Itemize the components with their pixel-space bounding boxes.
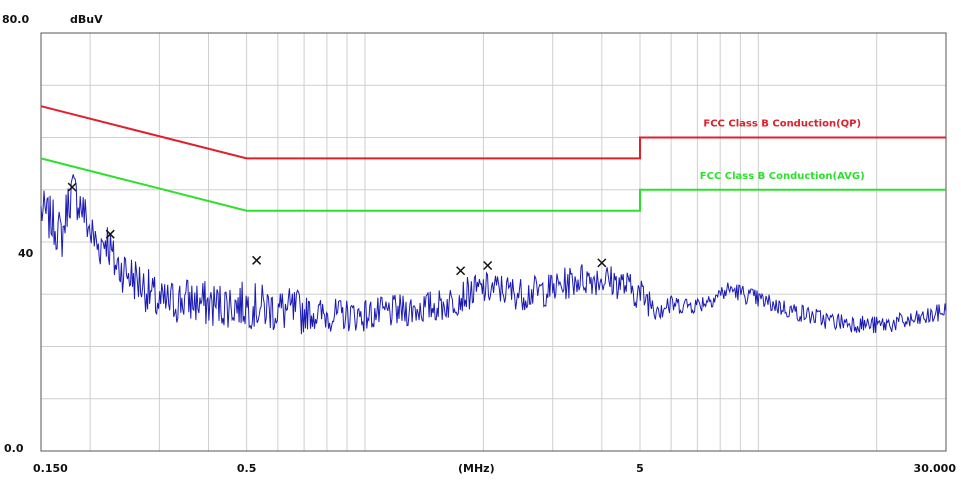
avg-limit-line xyxy=(40,157,946,212)
y-axis-label: dBuV xyxy=(70,13,103,26)
peak-marker xyxy=(483,260,493,271)
x-tick-label: 0.150 xyxy=(33,462,68,475)
peak-marker xyxy=(67,182,77,192)
legend-qp: FCC Class B Conduction(QP) xyxy=(703,119,861,130)
x-axis-label: (MHz) xyxy=(458,462,495,475)
x-tick-label: 5 xyxy=(636,462,644,475)
x-tick-labels: 0.150 0.5 5 30.000 xyxy=(33,462,956,475)
measurement-trace xyxy=(40,174,947,335)
peak-marker xyxy=(105,229,115,239)
legend-avg: FCC Class B Conduction(AVG) xyxy=(700,171,865,182)
y-tick-label-mid: 40 xyxy=(18,247,34,260)
measurement-line xyxy=(40,174,947,335)
plot-frame xyxy=(40,32,947,452)
x-tick-label: 0.5 xyxy=(237,462,257,475)
limit-lines xyxy=(40,105,946,212)
peak-marker xyxy=(456,266,466,276)
peak-marker xyxy=(252,255,262,265)
y-tick-label-top: 80.0 xyxy=(2,13,29,26)
qp-limit-line xyxy=(40,105,946,160)
peak-marker xyxy=(597,258,607,268)
grid xyxy=(41,33,946,451)
x-tick-label: 30.000 xyxy=(914,462,957,475)
y-tick-label-bottom: 0.0 xyxy=(4,442,24,455)
peak-markers xyxy=(67,182,607,276)
legend: FCC Class B Conduction(QP) FCC Class B Co… xyxy=(700,119,865,182)
